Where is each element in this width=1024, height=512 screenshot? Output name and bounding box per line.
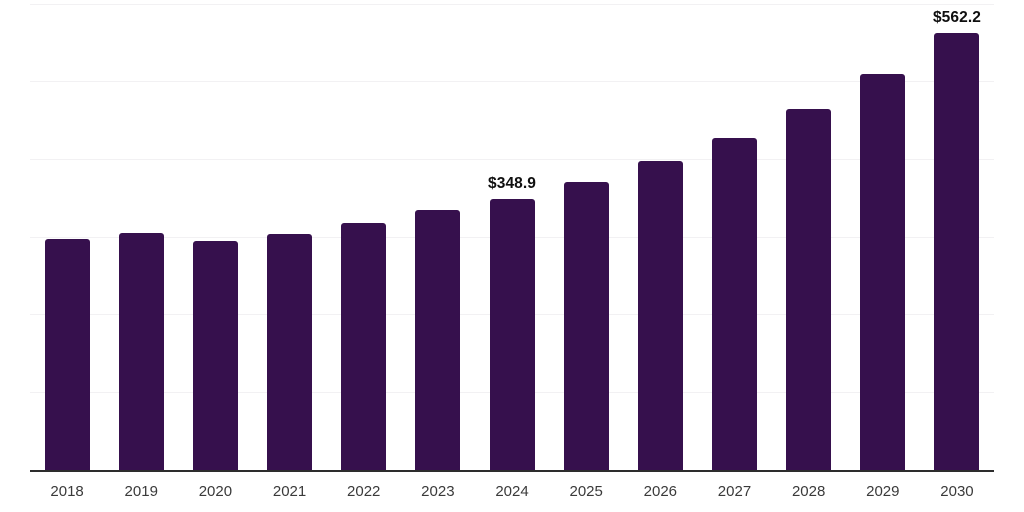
x-tick-2027: 2027 xyxy=(717,483,752,500)
bar-2018 xyxy=(44,238,90,470)
bar-2030 xyxy=(934,33,980,470)
bar-2020 xyxy=(192,240,238,470)
bar-slot-2027 xyxy=(697,4,771,470)
gridline-500 xyxy=(30,81,994,83)
gridline-400 xyxy=(30,158,994,160)
bar-slot-2026 xyxy=(623,4,697,470)
bar-2025 xyxy=(563,182,609,470)
x-tick-2025: 2025 xyxy=(569,483,603,500)
bar-2022 xyxy=(341,223,387,470)
gridline-600 xyxy=(30,3,994,5)
bar-2019 xyxy=(118,232,164,470)
x-tick-2029: 2029 xyxy=(866,483,900,500)
bar-2028 xyxy=(786,108,832,470)
x-tick-2018: 2018 xyxy=(50,483,84,500)
bar-2027 xyxy=(711,137,757,470)
value-label-2030: $562.2 xyxy=(932,9,981,27)
bar-slot-2021 xyxy=(252,4,326,470)
x-tick-2030: 2030 xyxy=(940,483,974,500)
bar-2021 xyxy=(267,233,313,470)
x-tick-2022: 2022 xyxy=(347,483,381,500)
x-axis-tick-labels: 2018 2019 2020 2021 2022 2023 2024 2025 2026 2027… xyxy=(30,480,994,504)
x-axis-line xyxy=(30,470,994,472)
x-tick-2028: 2028 xyxy=(791,483,826,500)
bar-slot-2030: $562.2 xyxy=(920,4,994,470)
x-tick-2019: 2019 xyxy=(124,483,158,500)
bar-2023 xyxy=(415,210,461,470)
bar-2024 xyxy=(489,199,535,470)
bar-slot-2029 xyxy=(846,4,920,470)
value-label-2024: $348.9 xyxy=(488,175,537,193)
bar-slot-2022 xyxy=(327,4,401,470)
bar-slot-2018 xyxy=(30,4,104,470)
bar-slot-2023 xyxy=(401,4,475,470)
x-tick-2026: 2026 xyxy=(643,483,678,500)
plot-area: $348.9 $562.2 xyxy=(30,3,994,472)
bar-slot-2025 xyxy=(549,4,623,470)
bar-2026 xyxy=(637,161,683,470)
x-tick-2021: 2021 xyxy=(272,483,307,500)
bar-slot-2019 xyxy=(104,4,178,470)
bar-2029 xyxy=(860,73,906,470)
x-tick-2023: 2023 xyxy=(421,483,455,500)
bar-slot-2024: $348.9 xyxy=(475,4,549,470)
bars-row: $348.9 $562.2 xyxy=(30,4,994,470)
bar-slot-2028 xyxy=(772,4,846,470)
x-tick-2020: 2020 xyxy=(198,483,233,500)
x-tick-2024: 2024 xyxy=(495,483,529,500)
bar-slot-2020 xyxy=(178,4,252,470)
